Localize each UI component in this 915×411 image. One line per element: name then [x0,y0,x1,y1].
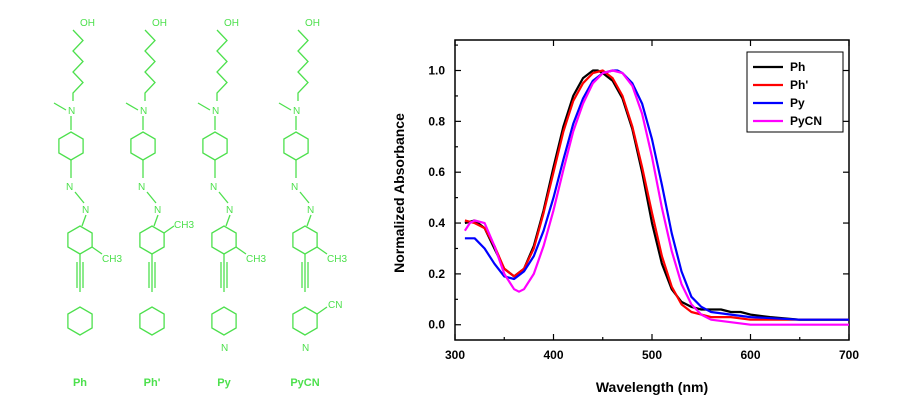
azo-n-label-2: N [226,205,233,216]
y-axis-title: Normalized Absorbance [391,113,407,273]
azo-n-label: N [66,182,73,193]
alkyl-chain [297,29,309,101]
azo-double-bond [299,191,310,204]
legend-label: Py [790,96,805,110]
legend-label: Ph [790,60,805,74]
compound-label: Ph [73,377,87,389]
azo-double-bond [218,191,229,204]
structure-py: OH N N N CH3 N Py [197,18,266,389]
hydroxyl-label: OH [152,18,167,29]
azo-ring-bond [306,214,312,227]
methyl-bond [125,102,139,111]
x-axis-title: Wavelength (nm) [596,379,708,395]
y-tick-label: 0.0 [428,318,445,332]
methyl-bond-ortho [163,225,175,234]
pyridine-n-label: N [302,343,309,354]
methyl-bond [53,102,67,111]
x-tick-label: 600 [740,348,760,362]
y-tick-label: 0.6 [428,165,445,179]
hydroxyl-label: OH [80,18,95,29]
benzene-ring-1 [130,131,156,161]
chemical-structures: OH N N N CH3 Ph OH N N N CH3 Ph' OH N N N CH3 N Py OH N N N… [53,18,347,389]
alkyl-chain [72,29,84,101]
cyano-label: CN [328,300,342,311]
benzene-ring-1 [202,131,228,161]
azo-double-bond [74,191,85,204]
y-tick-label: 0.8 [428,114,445,128]
compound-label: PyCN [290,377,319,389]
azo-double-bond [146,191,157,204]
methyl-bond [278,102,292,111]
structure-ph-prime: OH N N N CH3 Ph' [125,18,194,389]
alkyl-chain [216,29,228,101]
structure-pycn: OH N N N CH3 N CN PyCN [278,18,347,389]
alkyl-chain [144,29,156,101]
azo-n-label-2: N [307,205,314,216]
methyl-label: CH3 [102,254,122,265]
azo-n-label-2: N [154,205,161,216]
structure-ph: OH N N N CH3 Ph [53,18,122,389]
compound-label: Ph' [144,377,161,389]
x-tick-label: 700 [839,348,859,362]
legend-label: PyCN [790,114,822,128]
azo-n-label: N [138,182,145,193]
pyridine-ring [292,306,318,336]
pyridine-n-label: N [221,343,228,354]
x-tick-label: 300 [445,348,465,362]
hydroxyl-label: OH [224,18,239,29]
y-tick-label: 1.0 [428,64,445,78]
azo-ring-bond [225,214,231,227]
series-line-pycn [463,69,849,326]
legend-box [746,51,844,133]
pyridine-ring [211,306,237,336]
azo-n-label-2: N [82,205,89,216]
amine-n-label: N [68,106,75,117]
hydroxyl-label: OH [305,18,320,29]
series-lines [463,69,849,326]
azo-n-label: N [210,182,217,193]
benzene-ring-3 [139,306,165,336]
benzene-ring-1 [58,131,84,161]
methyl-label: CH3 [174,220,194,231]
x-tick-label: 400 [543,348,563,362]
methyl-bond-meta [235,246,247,255]
legend: Ph Ph' Py PyCN [746,51,844,133]
y-tick-label: 0.2 [428,267,445,281]
azo-ring-bond [81,214,87,227]
amine-n-label: N [140,106,147,117]
benzene-ring-3 [67,306,93,336]
methyl-bond-meta [316,246,328,255]
benzene-ring-2 [139,225,165,255]
legend-label: Ph' [790,78,808,92]
axis-ticks: 300 400 500 600 700 0.0 0.2 0.4 0.6 0.8 1.0 [428,40,859,362]
methyl-bond [197,102,211,111]
amine-n-label: N [212,106,219,117]
azo-ring-bond [153,214,159,227]
methyl-label: CH3 [246,254,266,265]
compound-label: Py [217,377,231,389]
y-tick-label: 0.4 [428,216,445,230]
amine-n-label: N [293,106,300,117]
cyano-bond [316,306,328,315]
methyl-bond-meta [91,246,103,255]
x-tick-label: 500 [642,348,662,362]
azo-n-label: N [291,182,298,193]
methyl-label: CH3 [327,254,347,265]
benzene-ring-1 [283,131,309,161]
